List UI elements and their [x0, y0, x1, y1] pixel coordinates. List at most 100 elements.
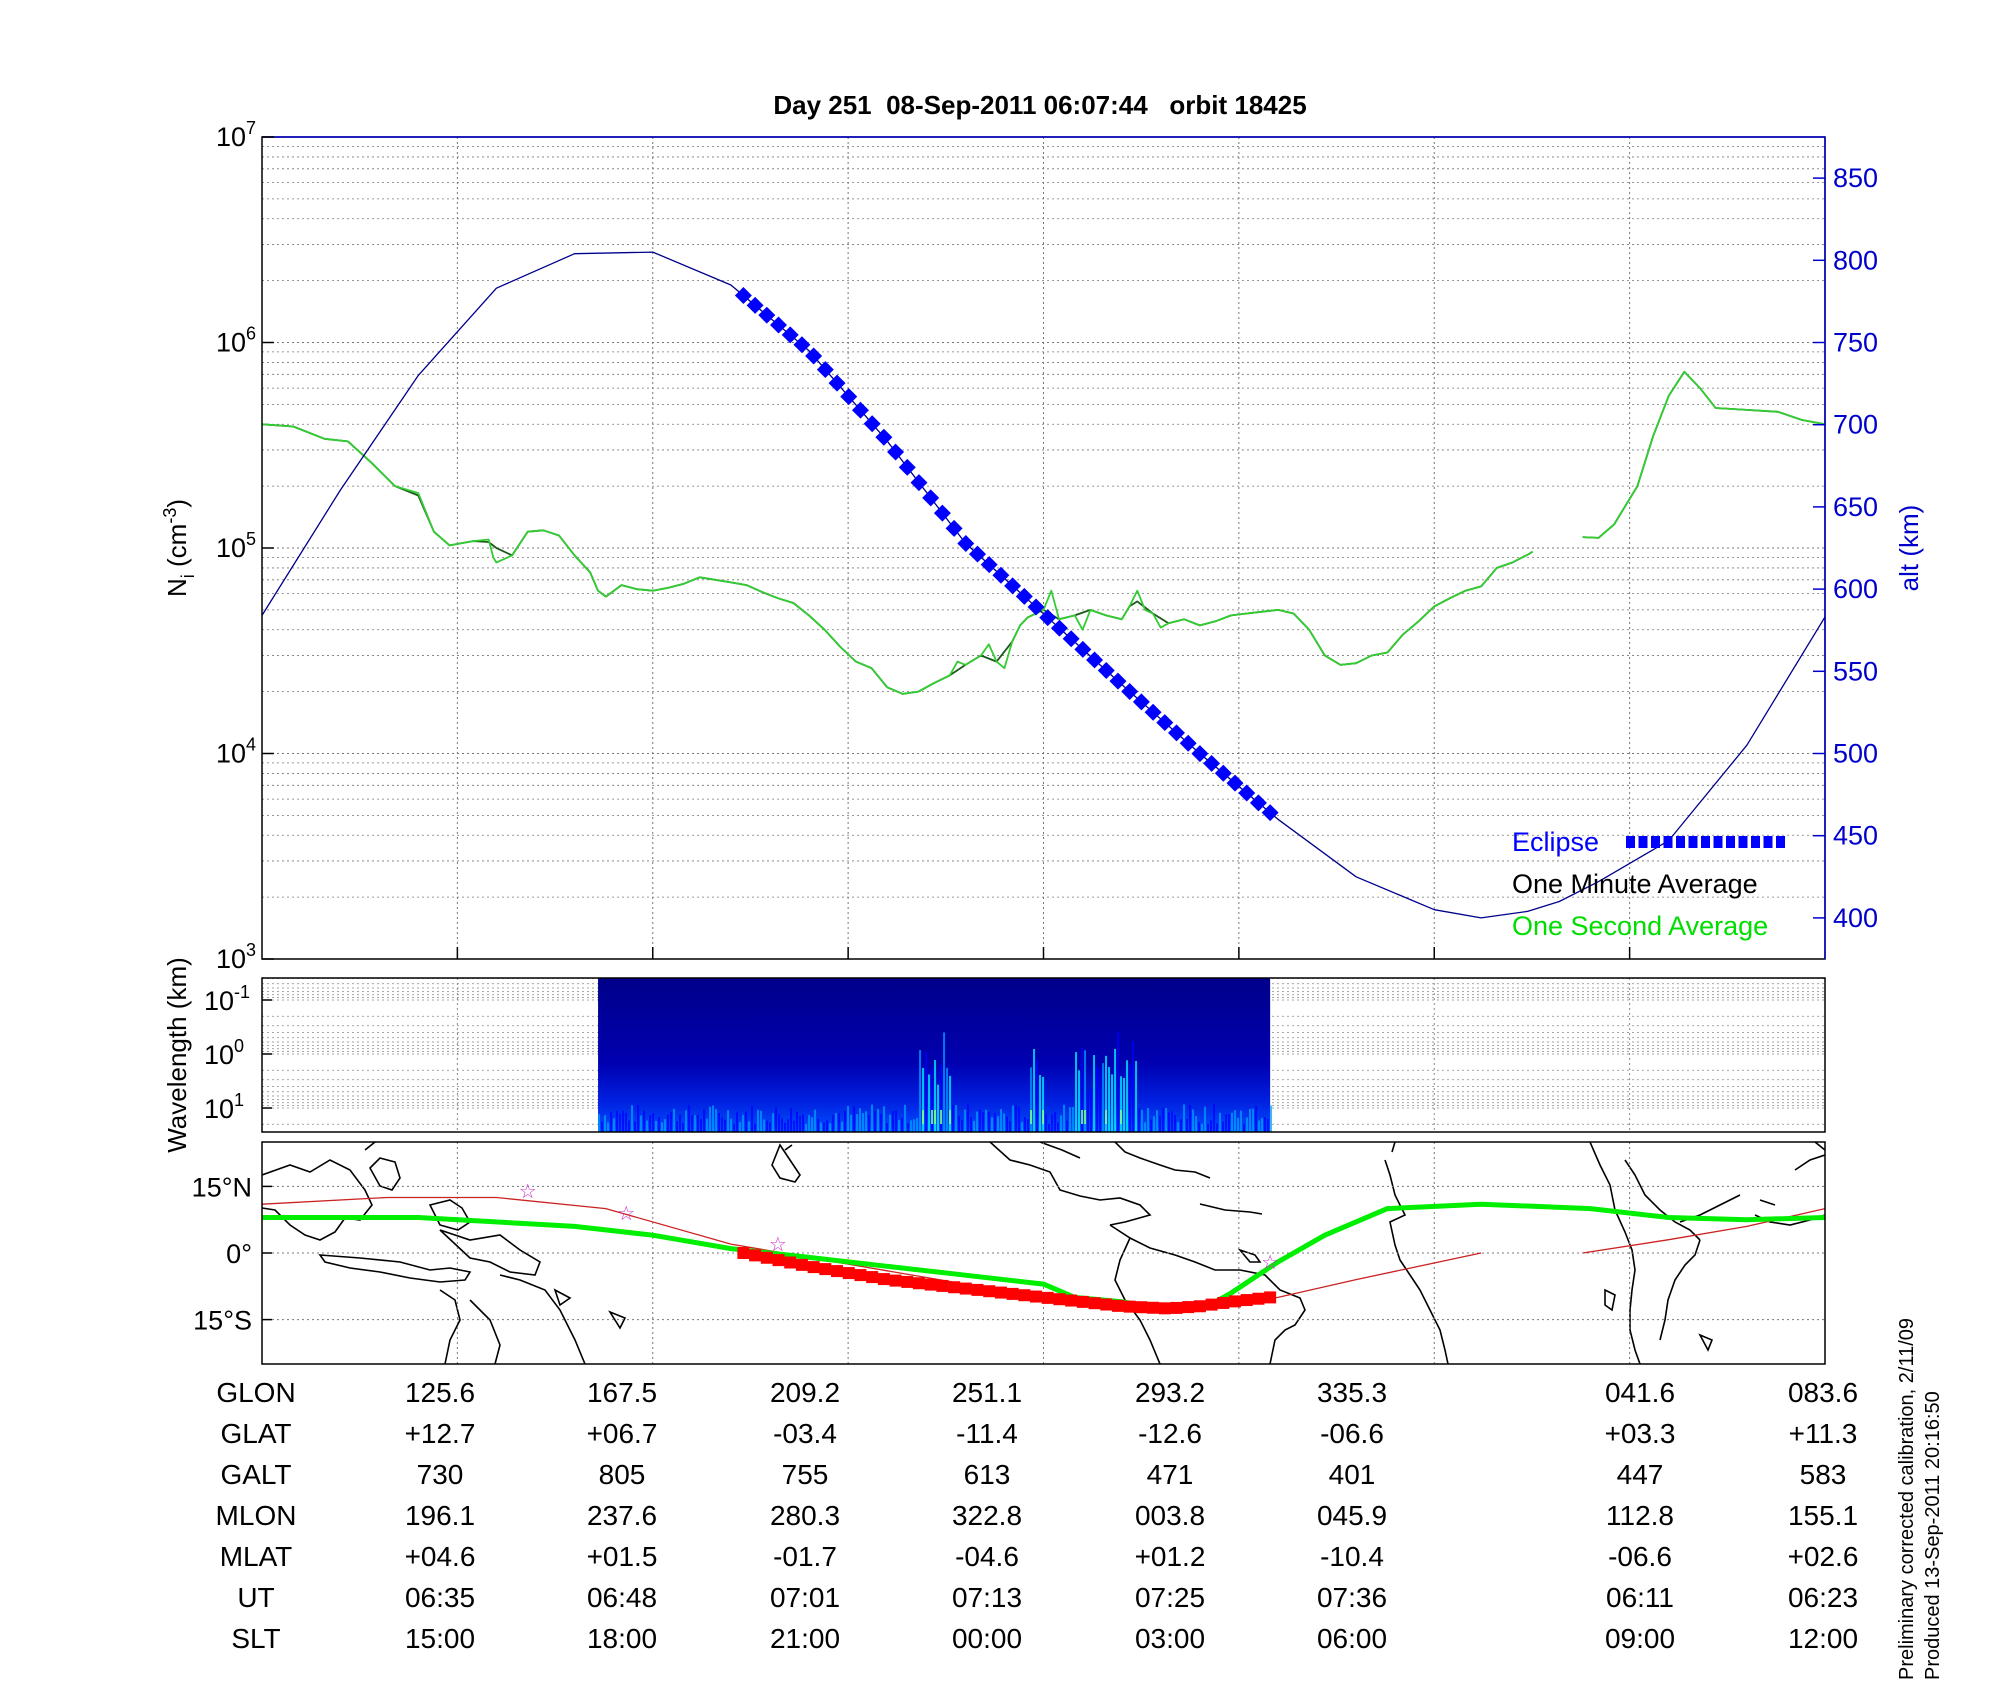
eclipse-marker — [1015, 587, 1033, 605]
eclipse-marker — [1214, 764, 1232, 782]
eclipse-track-marker — [1018, 1289, 1031, 1302]
spectrogram-streak — [688, 1104, 691, 1132]
map-series: ☆ ☆ ☆ ☆ — [262, 1181, 1825, 1315]
eclipse-track-marker — [807, 1261, 820, 1274]
eclipse-marker — [758, 306, 776, 324]
spectrogram-streak — [865, 1111, 868, 1132]
spectrogram-streak — [958, 1115, 961, 1132]
y2-tick-label: 800 — [1833, 245, 1878, 275]
left-y-axis-label: Ni (cm-3) — [160, 499, 198, 597]
eclipse-marker — [770, 316, 788, 334]
y-tick-base: 10 — [204, 986, 234, 1016]
spectrogram-streak — [622, 1110, 625, 1132]
y-tick-base: 10 — [216, 533, 246, 563]
spectrogram-streak — [901, 1117, 904, 1132]
spectrogram-streak — [1255, 1106, 1258, 1132]
spectrogram-streak — [835, 1113, 838, 1132]
spectrogram-streak — [1114, 1048, 1117, 1132]
spectrogram-streak — [832, 1115, 835, 1132]
legend-eclipse-marker — [1626, 836, 1635, 848]
table-cell: 583 — [1799, 1459, 1847, 1490]
legend-eclipse-marker — [1751, 836, 1760, 848]
spectrogram-streak — [781, 1118, 784, 1132]
eclipse-track-marker — [1217, 1296, 1230, 1309]
spectrogram-streak — [769, 1122, 772, 1132]
table-cell: 125.6 — [404, 1377, 476, 1408]
map-y-tick-label: 0° — [226, 1239, 252, 1269]
table-cell: 07:13 — [951, 1582, 1023, 1613]
spectrogram-streak — [982, 1112, 985, 1132]
eclipse-track-marker — [936, 1279, 949, 1292]
table-cell: -06.6 — [1608, 1541, 1672, 1572]
spectrogram-streak — [1198, 1122, 1201, 1132]
eclipse-track-marker — [1182, 1301, 1195, 1314]
spectrogram-streak — [676, 1121, 679, 1132]
spectrogram-streak — [610, 1112, 613, 1132]
spectrogram-streak — [1237, 1117, 1240, 1132]
eclipse-track-marker — [784, 1256, 797, 1269]
spectrogram-streak — [988, 1111, 991, 1132]
eclipse-marker — [1238, 784, 1256, 802]
spectrogram-streak — [1099, 1068, 1102, 1132]
table-cell: 18:00 — [586, 1623, 658, 1654]
eclipse-track-marker — [749, 1249, 762, 1262]
spectrogram-streak — [811, 1117, 814, 1132]
eclipse-marker — [1062, 630, 1080, 648]
spectrogram-streak — [853, 1106, 856, 1132]
table-cell: 045.9 — [1316, 1500, 1388, 1531]
legend-eclipse-marker — [1738, 836, 1748, 848]
eclipse-track-marker — [971, 1283, 984, 1296]
spectrogram-streak — [1138, 1108, 1141, 1132]
legend-eclipse-marker — [1638, 836, 1648, 848]
spectrogram-streak — [1048, 1123, 1051, 1132]
spectrogram-streak — [928, 1074, 931, 1132]
spectrogram-streak — [931, 1110, 934, 1124]
spectrogram-streak — [922, 1110, 925, 1124]
table-cell: 196.1 — [404, 1500, 476, 1531]
spectrogram-streak — [931, 1068, 934, 1132]
spectrogram-streak — [646, 1120, 649, 1132]
spectrogram-streaks — [598, 1031, 1273, 1132]
y2-tick-label: 850 — [1833, 163, 1878, 193]
spectrogram-streak — [607, 1122, 610, 1132]
spectrogram-streak — [889, 1114, 892, 1132]
spectrogram-streak — [1213, 1104, 1216, 1132]
eclipse-track-marker — [901, 1275, 914, 1288]
eclipse-track-marker — [1135, 1301, 1148, 1314]
spectrogram-streak — [1060, 1115, 1063, 1132]
spectrogram-streak — [1177, 1122, 1180, 1132]
eclipse-track-marker — [1264, 1291, 1277, 1304]
spectrogram-streak — [868, 1115, 871, 1132]
spectrogram-streak — [892, 1110, 895, 1132]
spectrogram-streak — [1075, 1052, 1078, 1132]
calibration-note: Preliminary corrected calibration, 2/11/… — [1896, 1317, 1918, 1680]
eclipse-marker — [805, 347, 823, 365]
y2-tick-label: 450 — [1833, 821, 1878, 851]
spectrogram-streak — [1135, 1060, 1138, 1132]
table-row-label: GLON — [216, 1377, 296, 1408]
spectrogram-streak — [880, 1113, 883, 1132]
eclipse-track-marker — [1240, 1294, 1253, 1307]
eclipse-track-marker — [842, 1267, 855, 1280]
spectrogram-streak — [709, 1106, 712, 1132]
spectrogram-streak — [1165, 1108, 1168, 1132]
spectrogram-streak — [1147, 1108, 1150, 1132]
spectrogram-streak — [1057, 1122, 1060, 1132]
spectrogram-streak — [841, 1121, 844, 1132]
table-cell: 12:00 — [1787, 1623, 1859, 1654]
spectrogram-streak — [1009, 1121, 1012, 1132]
star-marker: ☆ — [617, 1203, 635, 1225]
spectrogram-streak — [1222, 1121, 1225, 1132]
spectrogram-streak — [805, 1123, 808, 1132]
table-cell: 293.2 — [1134, 1377, 1206, 1408]
eclipse-track-marker — [854, 1269, 867, 1282]
table-cell: 155.1 — [1787, 1500, 1859, 1531]
spectrogram-streak — [1066, 1120, 1069, 1132]
eclipse-marker — [875, 428, 893, 446]
spectrogram-streak — [1021, 1122, 1024, 1132]
spectrogram-streak — [1036, 1059, 1039, 1132]
table-cell: +03.3 — [1604, 1418, 1676, 1449]
eclipse-marker — [1132, 693, 1150, 711]
table-cell: 06:00 — [1316, 1623, 1388, 1654]
